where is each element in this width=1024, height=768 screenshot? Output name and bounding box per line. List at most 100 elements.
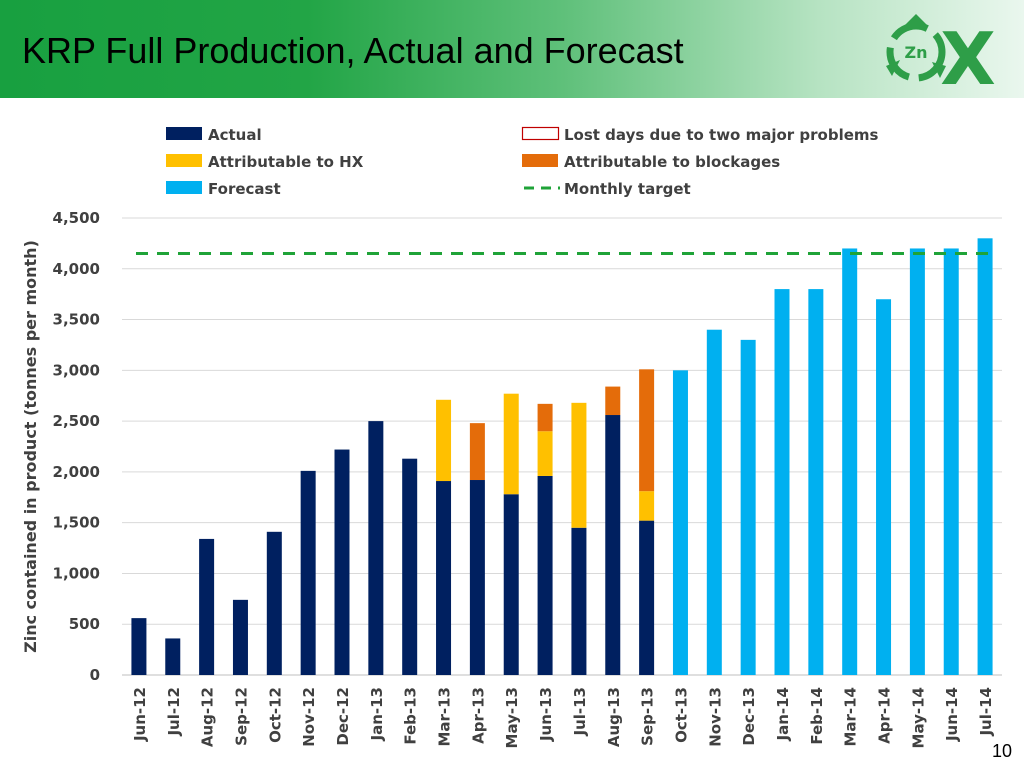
bar-actual-feb-13 (402, 458, 418, 675)
bar-actual-jun-12 (131, 618, 147, 675)
y-tick-label: 3,000 (53, 361, 100, 379)
bar-blockages-aug-13 (605, 386, 621, 416)
bar-actual-sep-13 (639, 520, 655, 675)
logo-x-letter: X (940, 17, 996, 92)
bar-actual-may-13 (503, 494, 519, 675)
x-tick-label: Oct-12 (266, 687, 284, 743)
legend-swatch-lost-days (521, 126, 560, 141)
production-chart: 0 500 1,000 1,500 2,000 2,500 3,000 3,500 4,000 4… (21, 126, 1002, 748)
legend-item-lost-days-due-to-two-major-problems: Lost days due to two major problems (521, 126, 879, 144)
bar-forecast-mar-14 (842, 248, 858, 675)
bar-actual-jan-13 (368, 421, 384, 675)
y-tick-label: 500 (69, 615, 100, 633)
bar-actual-oct-12 (266, 531, 282, 675)
x-tick-label: Aug-12 (199, 687, 217, 747)
x-tick-label: Mar-13 (436, 687, 454, 747)
x-tick-label: Dec-13 (740, 687, 758, 746)
x-tick-label: Aug-13 (605, 687, 623, 747)
x-tick-label: Apr-14 (876, 687, 894, 744)
x-tick-label: Feb-13 (402, 687, 420, 745)
bar-actual-dec-12 (334, 449, 350, 675)
bar-hx-may-13 (503, 393, 519, 495)
y-tick-label: 4,500 (53, 209, 100, 227)
bar-actual-sep-12 (232, 599, 248, 675)
bar-actual-jul-13 (571, 527, 587, 675)
slide-title: KRP Full Production, Actual and Forecast (22, 30, 684, 71)
bar-actual-nov-12 (300, 470, 316, 675)
bar-forecast-dec-13 (740, 339, 756, 675)
page-number: 10 (991, 741, 1012, 761)
x-tick-label: Apr-13 (469, 687, 487, 744)
bar-forecast-nov-13 (706, 329, 722, 675)
x-tick-label: Jun-14 (943, 687, 961, 742)
bar-blockages-apr-13 (469, 423, 485, 481)
legend-item-actual: Actual (166, 126, 262, 144)
legend-swatch-hx (166, 154, 202, 167)
legend-item-monthly-target: Monthly target (524, 180, 691, 198)
x-tick-label: Jun-13 (537, 687, 555, 742)
x-tick-label: Nov-12 (300, 687, 318, 747)
bar-actual-jun-13 (537, 475, 553, 675)
bar-hx-jun-13 (537, 431, 553, 476)
y-gridlines (122, 217, 1002, 676)
bar-forecast-jul-14 (977, 238, 993, 676)
legend-swatch-blockages (522, 154, 558, 167)
bar-hx-jul-13 (571, 402, 587, 528)
x-tick-label: Mar-14 (842, 687, 860, 747)
legend-item-forecast: Forecast (166, 180, 281, 198)
legend-label: Actual (208, 126, 262, 144)
x-tick-label: Jul-13 (571, 687, 589, 737)
bar-actual-aug-13 (605, 415, 621, 675)
x-tick-label: Jan-13 (368, 687, 386, 741)
legend-item-attributable-to-hx: Attributable to HX (166, 153, 364, 171)
bar-actual-jul-12 (165, 638, 181, 675)
bar-forecast-feb-14 (808, 289, 824, 675)
bar-actual-mar-13 (436, 481, 452, 675)
legend-label: Attributable to blockages (564, 153, 780, 171)
bar-forecast-jun-14 (943, 248, 959, 675)
x-tick-label: Feb-14 (808, 687, 826, 745)
slide-header: KRP Full Production, Actual and Forecast… (0, 0, 1024, 98)
bar-forecast-may-14 (909, 248, 925, 675)
bar-forecast-oct-13 (672, 370, 688, 675)
bar-blockages-sep-13 (639, 369, 655, 492)
y-tick-label: 1,500 (53, 514, 100, 532)
x-axis-ticks: Jun-12 Jul-12 Aug-12 Sep-12 Oct-12 Nov-12 Dec-… (131, 687, 995, 748)
legend: Actual Lost days due to two major problem… (166, 126, 879, 198)
y-axis-label: Zinc contained in product (tonnes per mo… (21, 240, 40, 653)
legend-swatch-forecast (166, 181, 202, 194)
x-tick-label: Dec-12 (334, 687, 352, 746)
zinc-recycle-logo: Zn X (886, 14, 996, 92)
y-tick-label: 2,500 (53, 412, 100, 430)
y-axis-ticks: 0 500 1,000 1,500 2,000 2,500 3,000 3,500 4,000 4… (53, 209, 100, 684)
bar-hx-mar-13 (436, 399, 452, 482)
bar-hx-sep-13 (639, 491, 655, 521)
x-tick-label: Sep-12 (232, 687, 250, 746)
legend-label: Attributable to HX (208, 153, 364, 171)
x-tick-label: Jul-12 (165, 687, 183, 737)
x-tick-label: May-14 (909, 687, 927, 748)
bar-actual-apr-13 (469, 480, 485, 675)
logo-zn-text: Zn (905, 43, 928, 62)
y-tick-label: 3,500 (53, 311, 100, 329)
y-tick-label: 2,000 (53, 463, 100, 481)
legend-label: Forecast (208, 180, 281, 198)
y-tick-label: 4,000 (53, 260, 100, 278)
recycle-arrows-icon (886, 14, 946, 82)
bar-forecast-jan-14 (774, 289, 790, 675)
legend-swatch-actual (166, 127, 202, 140)
bar-blockages-jun-13 (537, 403, 553, 432)
x-tick-label: Sep-13 (639, 687, 657, 746)
x-tick-label: Jun-12 (131, 687, 149, 742)
y-tick-label: 1,000 (53, 564, 100, 582)
bar-actual-aug-12 (199, 538, 215, 675)
legend-label: Lost days due to two major problems (564, 126, 879, 144)
x-tick-label: Oct-13 (672, 687, 690, 743)
y-tick-label: 0 (90, 666, 100, 684)
x-tick-label: May-13 (503, 687, 521, 748)
bar-forecast-apr-14 (876, 299, 892, 675)
legend-item-attributable-to-blockages: Attributable to blockages (522, 153, 780, 171)
x-tick-label: Jul-14 (977, 687, 995, 737)
x-tick-label: Jan-14 (774, 687, 792, 741)
bars (131, 238, 993, 676)
